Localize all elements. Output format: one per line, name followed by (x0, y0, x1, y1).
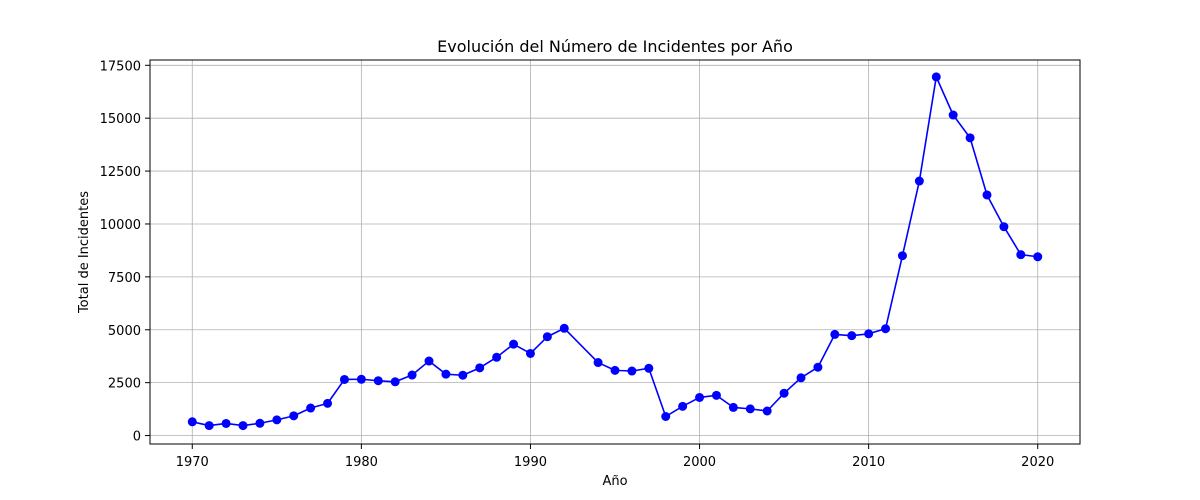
data-point (762, 406, 772, 416)
data-point (695, 392, 705, 402)
data-series (187, 72, 1043, 431)
x-tick-label: 2000 (683, 455, 716, 470)
y-tick-label: 5000 (108, 324, 141, 339)
data-point (948, 110, 958, 120)
x-axis-label: Año (602, 474, 627, 489)
data-point (897, 251, 907, 261)
x-tick-label: 1970 (176, 455, 209, 470)
x-tick-label: 2020 (1021, 455, 1054, 470)
data-point (272, 415, 282, 425)
data-point (289, 411, 299, 421)
y-axis-ticks: 0 2500 5000 7500 10000 12500 15000 17500 (100, 59, 150, 445)
data-point (458, 370, 468, 380)
series-line (192, 76, 1038, 427)
data-point (424, 356, 434, 366)
data-point (187, 417, 197, 427)
grid-lines (150, 60, 1080, 444)
data-point (813, 362, 823, 372)
data-point (864, 329, 874, 339)
data-point (306, 403, 316, 413)
data-point (1016, 250, 1026, 260)
data-point (255, 418, 265, 428)
data-point (373, 376, 383, 386)
data-point (847, 331, 857, 341)
y-tick-label: 0 (133, 430, 141, 445)
y-tick-label: 7500 (108, 271, 141, 286)
data-point (627, 366, 637, 376)
x-axis-ticks: 1970 1980 1990 2000 2010 2020 (176, 444, 1054, 470)
chart-title: Evolución del Número de Incidentes por A… (437, 37, 793, 56)
data-point (323, 398, 333, 408)
y-tick-label: 10000 (100, 218, 141, 233)
x-tick-label: 1990 (514, 455, 547, 470)
data-point (390, 377, 400, 387)
plot-frame (149, 59, 1081, 445)
data-point (593, 358, 603, 368)
y-tick-label: 2500 (108, 377, 141, 392)
data-point (1033, 252, 1043, 262)
data-point (711, 390, 721, 400)
data-point (339, 374, 349, 384)
data-point (407, 370, 417, 380)
data-point (965, 133, 975, 143)
data-point (221, 418, 231, 428)
data-point (914, 176, 924, 186)
data-point (610, 365, 620, 375)
data-point (559, 323, 569, 333)
data-point (830, 329, 840, 339)
y-tick-label: 15000 (100, 112, 141, 127)
data-point (745, 404, 755, 414)
data-point (492, 352, 502, 362)
data-point (356, 374, 366, 384)
data-point (204, 421, 214, 431)
data-point (441, 369, 451, 379)
data-point (661, 412, 671, 421)
data-point (931, 72, 941, 82)
data-point (728, 402, 738, 412)
data-point (999, 222, 1009, 232)
data-point (881, 324, 891, 334)
data-point (678, 401, 688, 411)
data-point (475, 363, 485, 373)
data-point (542, 332, 552, 342)
data-point (238, 421, 248, 431)
data-point (982, 190, 992, 200)
data-point (779, 388, 789, 398)
x-tick-label: 1980 (345, 455, 378, 470)
data-point (509, 339, 519, 349)
data-point (644, 363, 654, 373)
x-tick-label: 2010 (852, 455, 885, 470)
data-point (796, 373, 806, 383)
y-tick-label: 17500 (100, 59, 141, 74)
data-point (525, 348, 535, 358)
y-tick-label: 12500 (100, 165, 141, 180)
y-axis-label: Total de Incidentes (77, 191, 92, 314)
